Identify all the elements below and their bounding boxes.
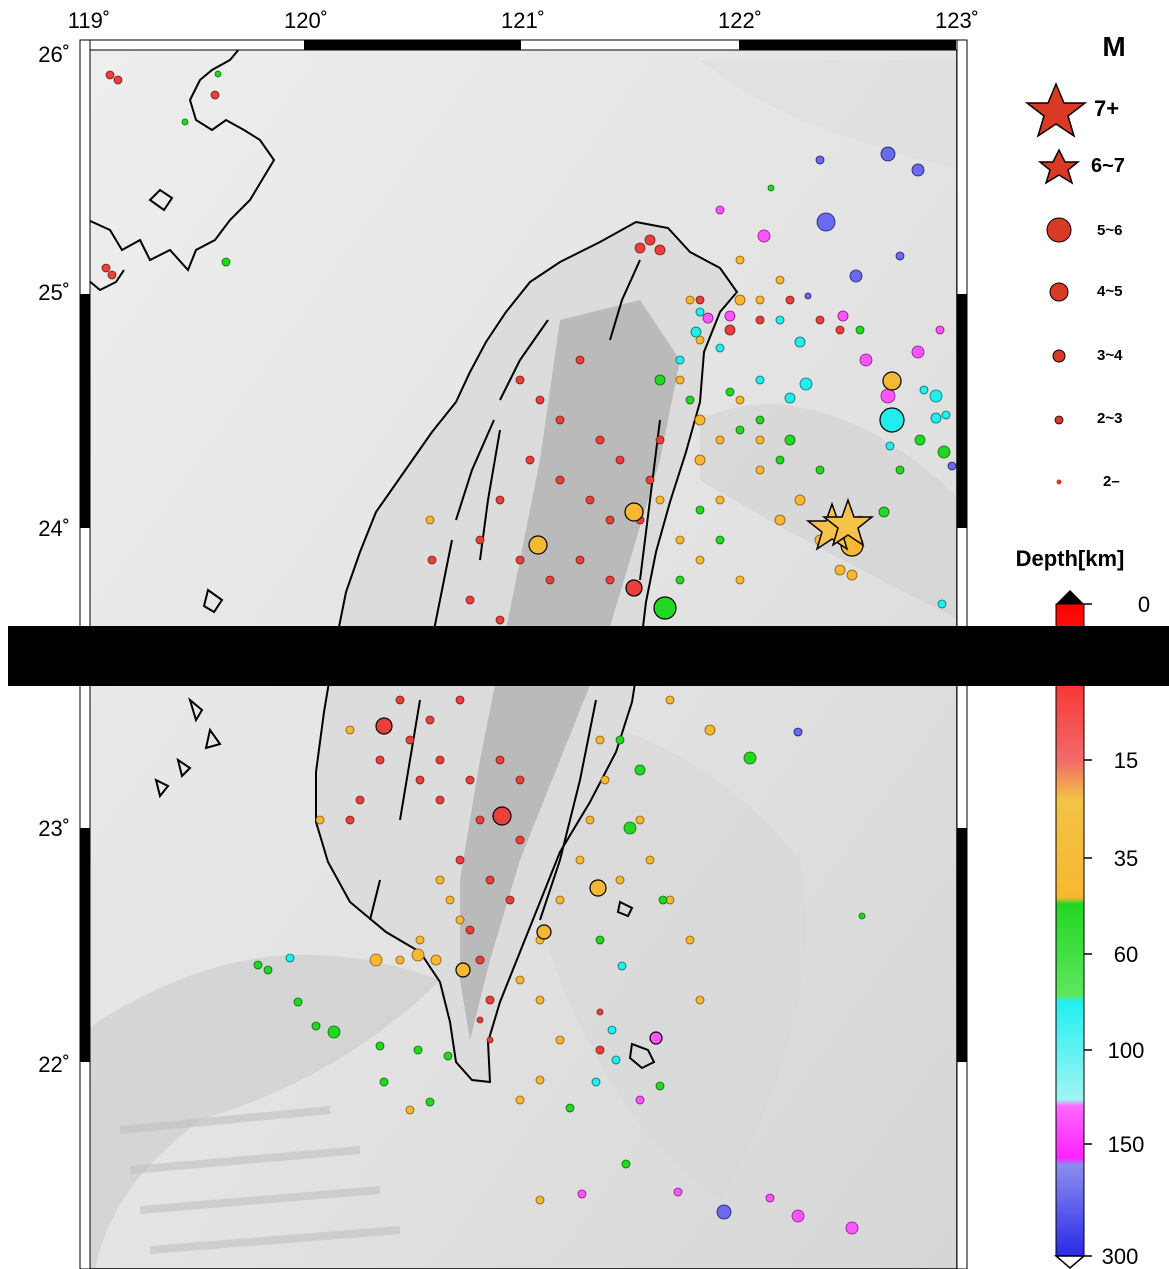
magenta-events	[577, 205, 945, 1235]
colorbar-top-arrow	[1056, 590, 1084, 604]
depth-legend-title: Depth[km]	[1016, 546, 1125, 571]
lat-tick-25: 25˚	[38, 280, 70, 305]
red-cluster-west	[101, 70, 845, 1055]
depth-tick-35: 35	[1114, 846, 1138, 871]
lon-tick-122: 122˚	[718, 8, 762, 33]
depth-tick-60: 60	[1114, 942, 1138, 967]
cyan-events	[285, 307, 951, 1087]
circle-icon-2minus	[1056, 479, 1062, 485]
green-island	[616, 900, 634, 918]
legend-label-6to7: 6~7	[1091, 155, 1125, 177]
legend-label-2to3: 2~3	[1097, 410, 1122, 427]
legend-label-2minus: 2–	[1103, 473, 1120, 490]
lon-tick-123: 123˚	[935, 8, 979, 33]
seafloor-relief	[88, 60, 957, 1269]
lat-tick-26: 26˚	[38, 42, 70, 67]
lon-tick-121: 121˚	[501, 8, 545, 33]
orchid-island	[628, 1042, 656, 1070]
legend-label-3to4: 3~4	[1097, 347, 1123, 364]
depth-tick-0: 0	[1138, 592, 1150, 617]
depth-tick-15: 15	[1114, 748, 1138, 773]
colorbar-ticks	[1084, 603, 1092, 1257]
depth-legend: Depth[km] 0 15 35 60 100 150 300	[1016, 546, 1151, 1269]
star-icon-6to7	[1037, 148, 1081, 185]
green-events	[181, 70, 951, 1169]
mainshock-star-2	[821, 497, 875, 547]
depth-tick-150: 150	[1108, 1132, 1145, 1157]
magnitude-legend-title: M	[1102, 31, 1125, 62]
fault-lines	[369, 259, 661, 921]
legend-label-5to6: 5~6	[1097, 222, 1122, 239]
circle-icon-2to3	[1054, 415, 1064, 425]
legend-label-7plus: 7+	[1094, 96, 1119, 121]
lon-tick-119: 119˚	[68, 8, 110, 33]
longitude-labels: 119˚ 120˚ 121˚ 122˚ 123˚	[68, 8, 979, 33]
circle-icon-4to5	[1049, 282, 1069, 302]
lat-tick-22: 22˚	[38, 1052, 70, 1077]
depth-tick-300: 300	[1102, 1244, 1139, 1269]
lon-tick-120: 120˚	[284, 8, 328, 33]
seismic-events	[101, 70, 957, 1235]
depth-colorbar	[1055, 603, 1085, 1257]
redaction-bar	[8, 626, 1169, 686]
legend-label-4to5: 4~5	[1097, 283, 1122, 300]
magnitude-legend: M 7+ 6~7 5~6 4~5 3~4 2~3 2–	[1024, 31, 1126, 490]
circle-icon-3to4	[1052, 349, 1066, 363]
lat-tick-24: 24˚	[38, 516, 70, 541]
colorbar-bottom-arrow	[1053, 1255, 1087, 1269]
fujian-coastline	[87, 47, 276, 292]
circle-icon-5to6	[1046, 217, 1072, 243]
latitude-labels: 26˚ 25˚ 24˚ 23˚ 22˚	[38, 42, 70, 1077]
star-icon-7plus	[1024, 82, 1088, 138]
blue-events	[716, 146, 957, 1220]
lat-tick-23: 23˚	[38, 816, 70, 841]
orange-events	[315, 255, 865, 1205]
depth-tick-100: 100	[1108, 1038, 1145, 1063]
